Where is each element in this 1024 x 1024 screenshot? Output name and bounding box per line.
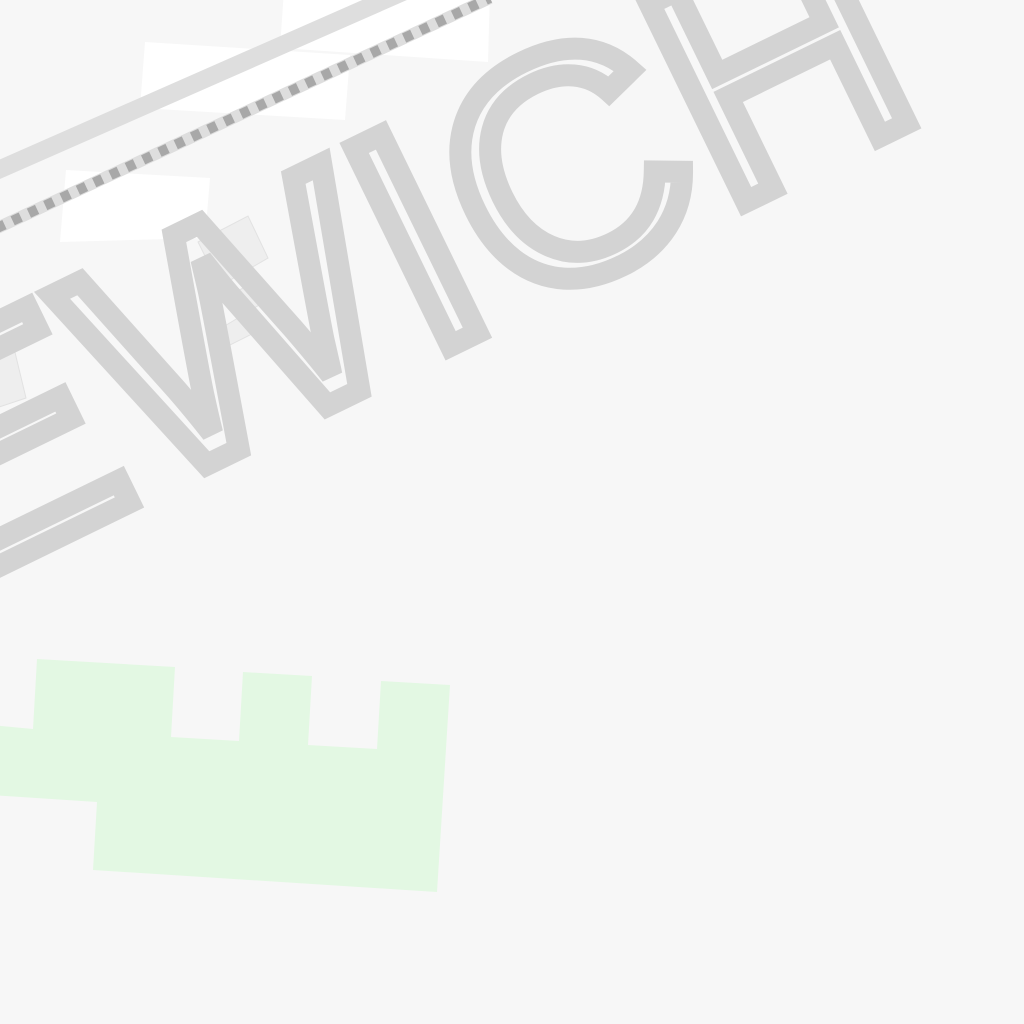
building-footprint (0, 339, 27, 408)
railway-track-dashes (0, 0, 493, 233)
railway-track-upper (0, 0, 407, 180)
buildings (0, 215, 269, 408)
road-patches (60, 0, 490, 242)
road-patch (60, 170, 210, 242)
railway-line (0, 0, 493, 234)
road-patch (140, 42, 350, 120)
building-footprint (217, 311, 257, 347)
building-footprint (231, 277, 269, 317)
building-footprint (197, 215, 269, 287)
park-area (0, 659, 450, 892)
